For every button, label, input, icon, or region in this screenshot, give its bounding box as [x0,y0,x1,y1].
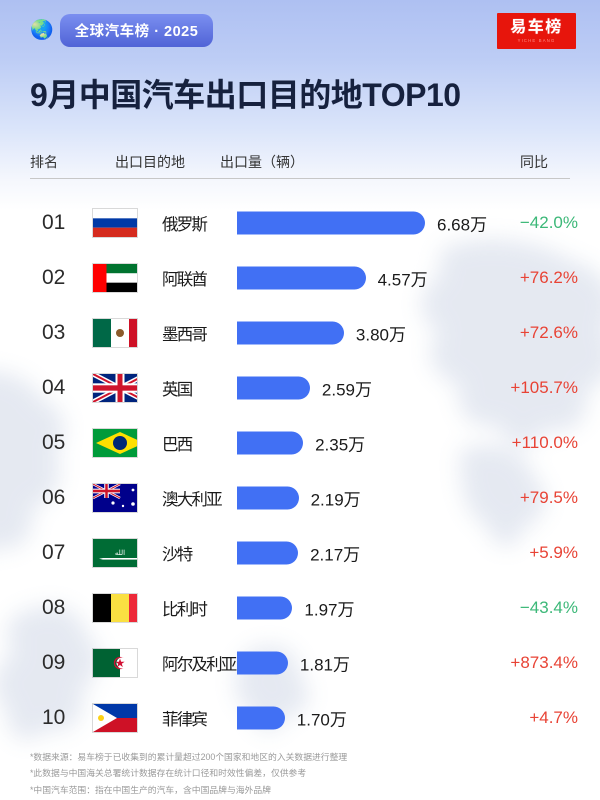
svg-text:الله: الله [115,548,125,556]
